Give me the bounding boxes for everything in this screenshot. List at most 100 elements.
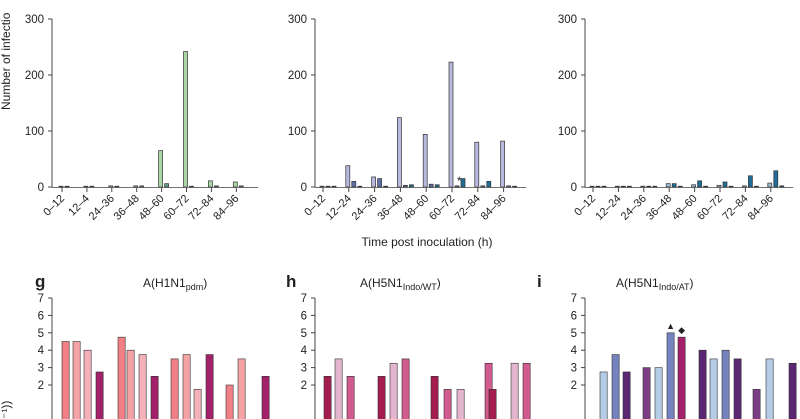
bar-group-3 — [627, 185, 632, 188]
bar — [488, 389, 497, 419]
bar — [377, 375, 386, 419]
bar-group-3 — [754, 185, 759, 188]
bar — [677, 336, 686, 419]
title-sub-h: Indo/WT — [403, 282, 438, 292]
ytick-label: 200 — [558, 70, 577, 82]
chart-top-middle: 01002003000–1212–2424–3636–4848–6060–727… — [288, 14, 527, 223]
bar-group-3 — [357, 185, 363, 188]
category-label: 60–72 — [427, 193, 457, 223]
bar — [698, 349, 707, 419]
bar-group-3 — [331, 185, 337, 188]
bar — [622, 371, 631, 419]
panel-letter-h: h — [286, 272, 296, 291]
bar — [61, 341, 70, 419]
bar — [709, 358, 718, 419]
ytick-label: 300 — [288, 14, 307, 26]
bar — [261, 375, 270, 419]
bar-group-1 — [58, 185, 64, 188]
bar-group-2 — [89, 185, 95, 188]
bar-group-1 — [83, 185, 89, 188]
bar-group-1 — [589, 185, 595, 188]
bar-group-1 — [232, 181, 238, 188]
bar-group-3 — [512, 185, 517, 188]
bar — [150, 375, 159, 419]
bar-group-2 — [646, 185, 652, 188]
ytick-label: 3 — [301, 363, 307, 375]
bar-group-2 — [697, 180, 702, 188]
bar — [510, 362, 519, 419]
bar — [95, 371, 104, 419]
bar — [83, 349, 92, 419]
panel-title-h: A(H5N1Indo/WT) — [360, 276, 441, 292]
ylabel-bottom-left: ⁻¹)) — [0, 401, 13, 419]
bar — [443, 389, 452, 419]
bar — [237, 358, 246, 419]
bar-group-3 — [779, 185, 785, 188]
panel-letter-g: g — [35, 272, 45, 291]
category-label: 60–72 — [162, 193, 192, 223]
ytick-label: 4 — [301, 345, 308, 357]
bar — [225, 384, 234, 419]
bar-group-2 — [164, 183, 169, 188]
ytick-label: 2 — [301, 380, 307, 392]
ytick-label: 6 — [571, 310, 577, 322]
bar-group-2 — [480, 185, 486, 188]
bar-group-1 — [474, 141, 480, 188]
ylabel-top-left: Number of infectio — [0, 12, 13, 110]
category-label: 12–24 — [593, 193, 623, 223]
bar-group-1 — [319, 185, 325, 188]
category-label: 24–36 — [87, 193, 117, 223]
bar — [205, 354, 214, 419]
chart-h: 2 3 4 5 6 7 — [301, 293, 531, 419]
bar-group-1 — [108, 185, 114, 188]
bar — [117, 336, 126, 419]
ytick-label: 7 — [301, 293, 307, 305]
bar — [182, 354, 191, 419]
ytick-label: 300 — [558, 14, 577, 26]
bar-group-3 — [728, 185, 734, 188]
ytick-label: 0 — [301, 182, 307, 194]
ytick-label: 5 — [301, 328, 307, 340]
bar-group-3 — [486, 181, 492, 188]
bar-group-1 — [133, 185, 139, 188]
bar-group-3 — [652, 185, 658, 188]
bar — [721, 349, 730, 419]
category-label: 72–84 — [720, 193, 750, 223]
ytick-label: 100 — [25, 126, 44, 138]
ytick-label: 2 — [38, 380, 44, 392]
bar — [752, 389, 761, 419]
ytick-label: 200 — [25, 70, 44, 82]
annotation-star: * — [457, 176, 462, 188]
annotation-marker: ▲ — [666, 321, 675, 331]
bar-group-1 — [345, 165, 351, 188]
title-end-g: ) — [203, 276, 207, 290]
bar-group-1 — [767, 182, 773, 188]
ytick-label: 200 — [288, 70, 307, 82]
category-label: 72–84 — [186, 193, 216, 223]
bar-group-2 — [325, 185, 331, 188]
ytick-label: 2 — [571, 380, 577, 392]
bar — [401, 358, 410, 419]
ytick-label: 4 — [38, 345, 45, 357]
bar-group-1 — [183, 51, 188, 188]
bar — [72, 341, 81, 419]
ytick-label: 5 — [38, 328, 44, 340]
bar — [642, 367, 651, 419]
bar-group-2 — [64, 185, 70, 188]
bar-group-3 — [383, 185, 388, 188]
bar-group-2 — [506, 185, 511, 188]
title-main-i: A(H5N1 — [616, 276, 659, 290]
bar-group-3 — [409, 184, 414, 188]
ytick-label: 0 — [571, 182, 577, 194]
bar-group-2 — [428, 183, 434, 188]
bar-group-2 — [114, 185, 120, 188]
shared-xlabel: Time post inoculation (h) — [362, 235, 493, 249]
category-label: 48–60 — [137, 193, 167, 223]
title-main-g: A(H1N1 — [143, 276, 186, 290]
bar-group-2 — [238, 185, 244, 188]
bar-group-2 — [454, 185, 460, 188]
bar-group-2 — [377, 178, 382, 188]
title-main-h: A(H5N1 — [360, 276, 403, 290]
bar — [346, 375, 355, 419]
bar-group-3 — [460, 178, 466, 188]
